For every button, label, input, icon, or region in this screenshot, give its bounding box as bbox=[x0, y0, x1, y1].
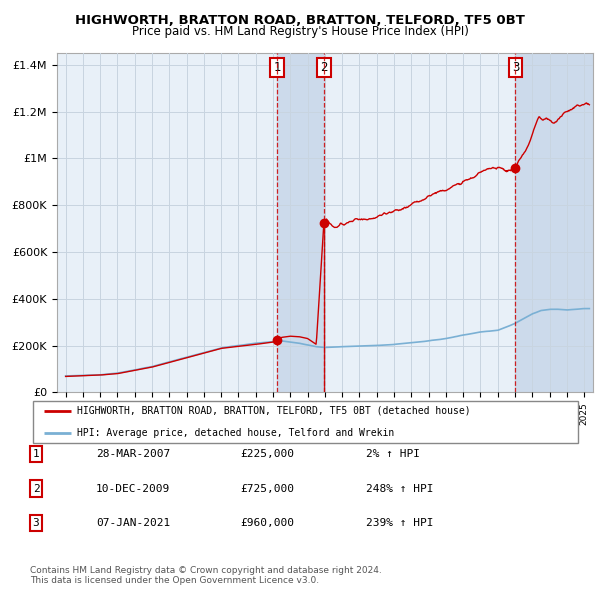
Text: £960,000: £960,000 bbox=[240, 518, 294, 527]
Text: £725,000: £725,000 bbox=[240, 484, 294, 493]
Text: 2: 2 bbox=[320, 61, 328, 74]
Text: HIGHWORTH, BRATTON ROAD, BRATTON, TELFORD, TF5 0BT (detached house): HIGHWORTH, BRATTON ROAD, BRATTON, TELFOR… bbox=[77, 406, 470, 416]
Text: 10-DEC-2009: 10-DEC-2009 bbox=[96, 484, 170, 493]
Text: HPI: Average price, detached house, Telford and Wrekin: HPI: Average price, detached house, Telf… bbox=[77, 428, 394, 438]
Text: Price paid vs. HM Land Registry's House Price Index (HPI): Price paid vs. HM Land Registry's House … bbox=[131, 25, 469, 38]
Text: 248% ↑ HPI: 248% ↑ HPI bbox=[366, 484, 433, 493]
Text: 07-JAN-2021: 07-JAN-2021 bbox=[96, 518, 170, 527]
Text: 3: 3 bbox=[32, 518, 40, 527]
Text: 2: 2 bbox=[32, 484, 40, 493]
Text: 1: 1 bbox=[273, 61, 281, 74]
Text: HIGHWORTH, BRATTON ROAD, BRATTON, TELFORD, TF5 0BT: HIGHWORTH, BRATTON ROAD, BRATTON, TELFOR… bbox=[75, 14, 525, 27]
Text: 239% ↑ HPI: 239% ↑ HPI bbox=[366, 518, 433, 527]
Text: Contains HM Land Registry data © Crown copyright and database right 2024.
This d: Contains HM Land Registry data © Crown c… bbox=[30, 566, 382, 585]
FancyBboxPatch shape bbox=[33, 401, 578, 443]
Text: 2% ↑ HPI: 2% ↑ HPI bbox=[366, 450, 420, 459]
Text: 1: 1 bbox=[32, 450, 40, 459]
Text: £225,000: £225,000 bbox=[240, 450, 294, 459]
Text: 3: 3 bbox=[512, 61, 519, 74]
Bar bbox=[515, 53, 593, 392]
Text: 28-MAR-2007: 28-MAR-2007 bbox=[96, 450, 170, 459]
Bar bbox=[277, 53, 324, 392]
